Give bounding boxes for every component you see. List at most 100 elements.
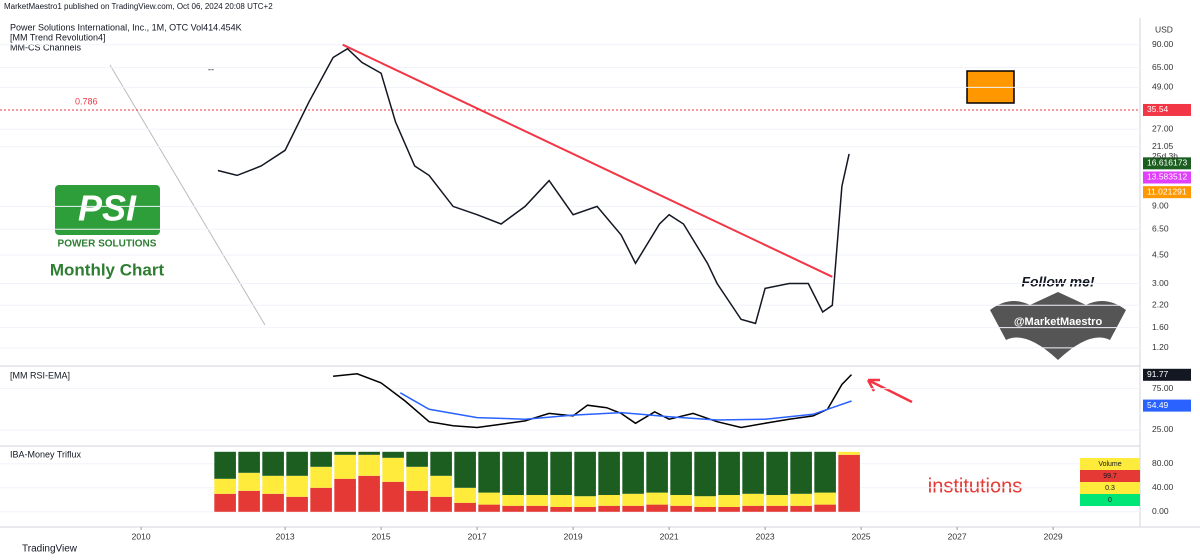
table-header: Volume [1098,461,1121,468]
annotation: institutions [928,475,1023,497]
table-cell-bg [1080,494,1140,506]
flow-bar [358,475,380,512]
price-marker [1143,368,1191,381]
flow-bar [478,492,500,505]
x-tick-label: 2015 [372,531,391,541]
price-marker [1143,171,1191,184]
price-marker-label: 16.616173 [1147,158,1187,168]
flow-bar [502,495,524,506]
flow-bar [622,451,644,494]
symbol-info: Power Solutions International, Inc., 1M,… [10,22,242,32]
flow-bar [382,457,404,482]
flow-bar [790,505,812,512]
x-tick-label: 2029 [1044,531,1063,541]
arrow [866,378,913,404]
flow-bar [310,487,332,512]
flow-bar [262,475,284,494]
flow-bar [358,454,380,476]
flow-bar [694,496,716,507]
flow-bar [694,507,716,512]
y-tick-label: 27.00 [1152,124,1174,134]
flow-bar [718,495,740,507]
flow-bar [502,451,524,495]
x-tick-label: 2019 [564,531,583,541]
flow-bar [526,451,548,495]
handle: @MarketMaestro [1014,316,1103,328]
y-tick-label: 40.00 [1152,482,1174,492]
flow-bar [670,495,692,506]
pane-title: IBA-Money Triflux [10,449,82,459]
flow-bar [310,466,332,488]
y-tick-label: 49.00 [1152,82,1174,92]
flow-bar [814,504,836,512]
logo-company: POWER SOLUTIONS [58,239,157,250]
table-cell-bg [1080,470,1140,482]
flow-bar [694,451,716,497]
x-tick-label: 2010 [132,531,151,541]
flow-bar [526,495,548,506]
flow-bar [574,451,596,497]
flow-bar [670,451,692,495]
flow-bar [454,451,476,488]
flow-bar [214,451,236,479]
flow-bar [334,454,356,479]
y-tick-label: 1.20 [1152,342,1169,352]
flow-bar [646,451,668,493]
flow-bar [670,505,692,512]
y-tick-label: 2.20 [1152,300,1169,310]
badge: Follow me! @MarketMaestro [990,274,1126,360]
logo: PSI POWER SOLUTIONS Monthly Chart [50,185,164,279]
price-marker-label: 91.77 [1147,369,1169,379]
trendline [342,43,833,278]
y-tick-label: 0.00 [1152,506,1169,516]
table-cell: 0.3 [1105,485,1115,492]
table-header-bg [1080,458,1140,470]
y-tick-label: 25.00 [1152,424,1174,434]
flow-bar [454,487,476,503]
pane-title: [MM RSI-EMA] [10,370,70,380]
price-marker [1143,103,1191,116]
price-marker [1143,157,1191,170]
flow-bar [838,451,860,455]
table-cell-bg [1080,482,1140,494]
flow-bar [430,496,452,512]
y-tick-label: 21.05 [1152,141,1174,151]
indicator-line [399,392,852,421]
flow-bar [718,507,740,512]
flow-bar [574,496,596,507]
flow-bar [646,492,668,505]
x-tick-label: 2017 [468,531,487,541]
flow-bar [454,502,476,512]
price-marker-label: 54.49 [1147,400,1169,410]
flow-bar [214,493,236,512]
table-cell: 99.7 [1103,473,1117,480]
flow-bar [790,493,812,506]
flow-bar [334,451,356,455]
price-marker-label: 11.021291 [1147,186,1187,196]
publisher: MarketMaestro1 published on TradingView.… [4,2,273,11]
price-marker [1143,186,1191,199]
flow-bar [742,505,764,512]
flow-bar [262,493,284,512]
x-tick-label: 2027 [948,531,967,541]
price-line [217,47,850,325]
dash: -- [208,64,214,74]
countdown: 25d 3h [1152,151,1178,161]
flow-bar [286,475,308,497]
bat-shape [990,292,1126,360]
flow-bar [238,472,260,491]
flow-bar [718,451,740,495]
y-tick-label: 4.50 [1152,249,1169,259]
flow-bar [814,451,836,493]
drawing-line [109,64,266,326]
flow-bar [406,451,428,467]
y-tick-label: 6.50 [1152,223,1169,233]
flow-bar [814,492,836,505]
y-tick-label: 9.00 [1152,201,1169,211]
flow-bar [622,505,644,512]
flow-bar [286,496,308,512]
flow-bar [766,495,788,506]
flow-bar [598,505,620,512]
flow-bar [406,466,428,491]
